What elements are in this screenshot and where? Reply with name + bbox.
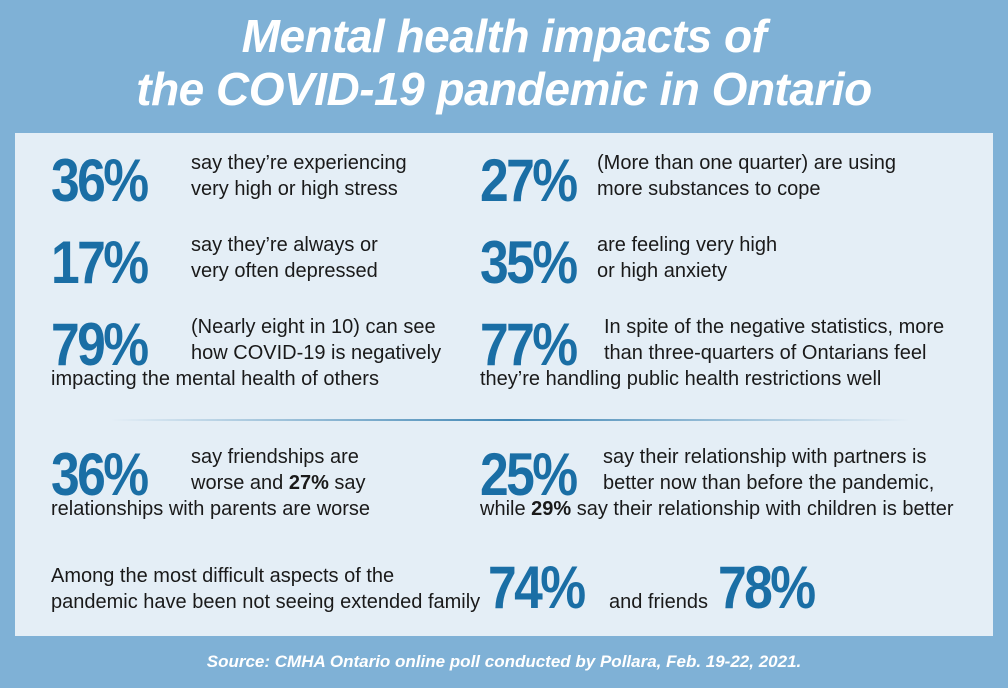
stat-family-percent: 74% — [488, 554, 586, 621]
stat-anxiety-percent: 35% — [480, 229, 578, 296]
title-line-2: the COVID-19 pandemic in Ontario — [136, 63, 872, 115]
stat-restrictions-line2: than three-quarters of Ontarians feel — [604, 342, 927, 364]
stat-partners-percent: 25% — [480, 441, 578, 508]
stat-partners-line3: while 29% say their relationship with ch… — [480, 498, 954, 520]
stat-substances-line2: more substances to cope — [597, 178, 821, 200]
stat-restrictions-line3: they’re handling public health restricti… — [480, 368, 882, 390]
stat-restrictions-line1: In spite of the negative statistics, mor… — [604, 316, 945, 338]
stat-others-line1: (Nearly eight in 10) can see — [191, 316, 436, 338]
stat-partners-line1: say their relationship with partners is — [603, 446, 927, 468]
source-note: Source: CMHA Ontario online poll conduct… — [206, 652, 802, 671]
stat-friendships-line3: relationships with parents are worse — [51, 498, 371, 520]
stat-difficult-line1: Among the most difficult aspects of the — [51, 565, 395, 587]
stats-panel: 36% say they’re experiencing very high o… — [15, 133, 993, 636]
stat-substances-percent: 27% — [480, 147, 578, 214]
stat-friendships-line2: worse and 27% say — [191, 472, 366, 494]
stat-others-line3: impacting the mental health of others — [51, 368, 379, 390]
stat-partners-children-percent: 29% — [531, 498, 572, 520]
section-divider — [110, 419, 910, 421]
stat-friendships-line1: say friendships are — [191, 446, 359, 468]
stat-depressed-line1: say they’re always or — [191, 234, 378, 256]
stat-depressed-percent: 17% — [51, 229, 149, 296]
stat-stress-line2: very high or high stress — [191, 178, 398, 200]
stat-stress-percent: 36% — [51, 147, 149, 214]
stat-others-line2: how COVID-19 is negatively — [191, 342, 442, 364]
stat-anxiety-line2: or high anxiety — [597, 260, 728, 282]
page-title: Mental health impacts of the COVID-19 pa… — [0, 10, 1008, 116]
stat-substances-line1: (More than one quarter) are using — [597, 152, 897, 174]
stat-stress-line1: say they’re experiencing — [191, 152, 407, 174]
stat-partners-line2: better now than before the pandemic, — [603, 472, 935, 494]
stat-friends-percent: 78% — [718, 554, 816, 621]
stat-anxiety-line1: are feeling very high — [597, 234, 778, 256]
stat-restrictions-percent: 77% — [480, 311, 578, 378]
stat-friendships-percent: 36% — [51, 441, 149, 508]
stat-friendships-parents-percent: 27% — [288, 472, 329, 494]
stat-and-friends-label: and friends — [609, 591, 708, 613]
stat-difficult-line2: pandemic have been not seeing extended f… — [51, 591, 481, 613]
stat-others-percent: 79% — [51, 311, 149, 378]
stat-difficult: Among the most difficult aspects of the … — [51, 558, 991, 634]
stat-depressed-line2: very often depressed — [191, 260, 378, 282]
title-line-1: Mental health impacts of — [241, 10, 767, 62]
